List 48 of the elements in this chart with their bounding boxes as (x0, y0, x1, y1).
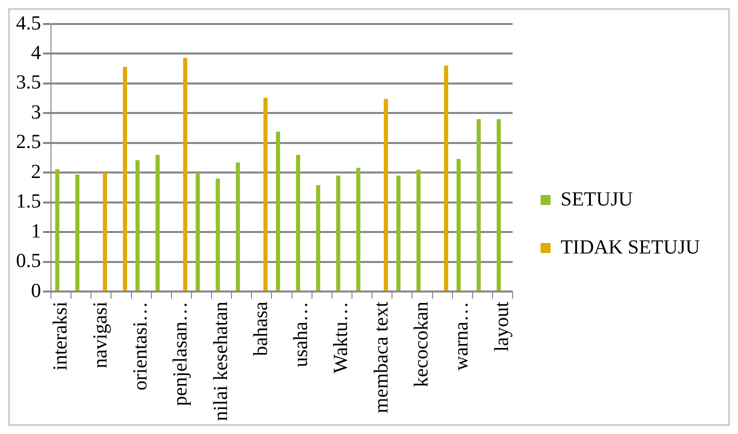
bar (316, 185, 320, 291)
bar (444, 66, 448, 291)
bar (336, 176, 340, 291)
chart-frame: SETUJU TIDAK SETUJU interaksi navigasi orientasi… penjelasan… nilai kesehatan bahasa usaha… Waktu… membaca text kecocokan warna… layout 0 0.5 1 1.5 2 2.5 3 3.5 4 4.5 (8, 8, 730, 426)
bar (196, 172, 200, 291)
x-tick-label: kecocokan (410, 302, 433, 388)
bar (356, 168, 360, 291)
x-tick-label: bahasa (250, 301, 272, 356)
bar (75, 174, 80, 291)
bar (456, 158, 461, 291)
x-tick-label: nilai kesehatan (210, 302, 232, 422)
bar (122, 66, 128, 291)
y-tick-label: 0.5 (16, 250, 41, 272)
y-tick-label: 4 (31, 42, 41, 64)
bar (263, 98, 268, 291)
y-tick-label: 2 (31, 160, 41, 183)
x-tick-label: usaha… (290, 302, 312, 368)
bar (102, 172, 108, 291)
y-tick-label: 3.5 (16, 72, 41, 94)
bar (496, 119, 501, 291)
x-tick-label: layout (490, 301, 513, 352)
bar (396, 176, 400, 291)
bar (296, 154, 300, 291)
bar (236, 162, 240, 291)
bar (276, 132, 280, 291)
y-tick-label: 1 (31, 220, 41, 242)
legend-label: TIDAK SETUJU (560, 236, 701, 258)
legend-label: SETUJU (560, 188, 634, 210)
bar (156, 154, 160, 291)
x-tick-label: membaca text (370, 301, 392, 414)
bar (216, 178, 220, 291)
bar (183, 58, 188, 291)
y-tick-label: 4.5 (16, 12, 41, 34)
bar (384, 98, 388, 291)
y-tick-label: 2.5 (16, 131, 41, 154)
x-tick-label: warna… (450, 302, 473, 370)
bar (55, 169, 60, 291)
y-tick-label: 3 (31, 101, 41, 124)
y-tick-label: 0 (31, 280, 41, 302)
y-tick-label: 1.5 (16, 190, 41, 213)
x-tick-label: Waktu… (330, 302, 352, 374)
x-tick-label: penjelasan… (170, 302, 192, 406)
bar (135, 160, 140, 291)
x-tick-label: interaksi (49, 301, 72, 370)
bar (476, 119, 481, 291)
bar (416, 170, 421, 291)
x-tick-label: orientasi… (130, 302, 152, 390)
x-tick-label: navigasi (89, 301, 112, 368)
